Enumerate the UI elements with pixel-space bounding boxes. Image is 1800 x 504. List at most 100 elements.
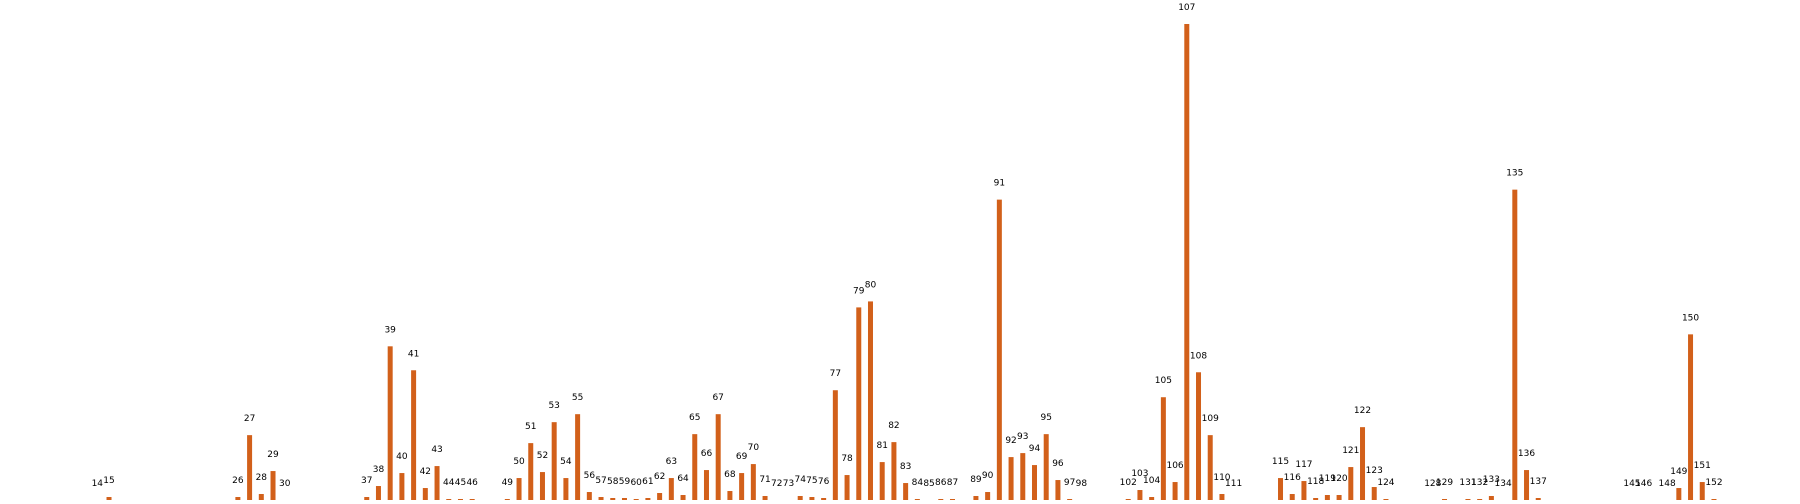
bars-layer <box>106 24 1717 500</box>
data-label-106: 106 <box>1166 461 1183 471</box>
data-label-119: 119 <box>1319 474 1336 484</box>
data-label-78: 78 <box>841 454 853 464</box>
bar-28 <box>258 494 264 500</box>
data-label-55: 55 <box>572 393 583 403</box>
data-label-87: 87 <box>947 478 958 488</box>
data-label-58: 58 <box>607 477 619 487</box>
data-label-38: 38 <box>373 465 385 475</box>
bar-149 <box>1676 488 1682 500</box>
data-label-92: 92 <box>1005 436 1016 446</box>
data-label-67: 67 <box>712 393 723 403</box>
bar-96 <box>1055 480 1061 500</box>
data-label-107: 107 <box>1178 3 1195 13</box>
bar-121 <box>1348 467 1354 500</box>
bar-61 <box>645 498 651 500</box>
bar-42 <box>422 488 428 500</box>
data-label-26: 26 <box>232 476 244 486</box>
data-label-40: 40 <box>396 452 408 462</box>
data-label-65: 65 <box>689 413 700 423</box>
bar-94 <box>1032 465 1037 500</box>
bar-52 <box>539 472 545 500</box>
data-label-46: 46 <box>466 478 478 488</box>
bar-56 <box>586 492 592 500</box>
data-label-94: 94 <box>1029 444 1041 454</box>
data-label-64: 64 <box>677 474 689 484</box>
bar-151 <box>1699 482 1705 500</box>
data-label-56: 56 <box>584 471 596 481</box>
data-label-137: 137 <box>1530 477 1547 487</box>
bar-135 <box>1512 189 1518 500</box>
bar-70 <box>750 464 756 500</box>
bar-62 <box>657 493 663 500</box>
bar-105 <box>1160 397 1166 500</box>
bar-117 <box>1301 481 1307 500</box>
data-label-81: 81 <box>876 441 887 451</box>
data-label-95: 95 <box>1040 413 1051 423</box>
data-label-71: 71 <box>759 475 770 485</box>
data-label-133: 133 <box>1483 475 1500 485</box>
data-label-79: 79 <box>853 286 865 296</box>
bar-29 <box>270 471 276 500</box>
bar-136 <box>1524 470 1530 500</box>
bar-150 <box>1688 334 1694 500</box>
bar-40 <box>399 473 405 500</box>
data-label-96: 96 <box>1052 459 1064 469</box>
data-label-89: 89 <box>970 475 982 485</box>
data-label-70: 70 <box>748 443 760 453</box>
bar-38 <box>375 486 381 500</box>
bar-109 <box>1207 435 1213 500</box>
bar-79 <box>856 307 862 500</box>
data-label-43: 43 <box>431 445 442 455</box>
data-label-84: 84 <box>912 478 924 488</box>
data-label-66: 66 <box>701 449 713 459</box>
data-label-54: 54 <box>560 457 572 467</box>
bar-110 <box>1219 494 1225 500</box>
data-label-150: 150 <box>1682 313 1699 323</box>
bar-83 <box>903 483 909 500</box>
data-label-15: 15 <box>103 476 114 486</box>
bar-71 <box>762 496 768 500</box>
data-label-104: 104 <box>1143 476 1160 486</box>
data-label-57: 57 <box>595 476 606 486</box>
data-label-63: 63 <box>666 457 677 467</box>
data-label-91: 91 <box>994 179 1005 189</box>
data-label-29: 29 <box>267 450 279 460</box>
data-label-45: 45 <box>455 478 466 488</box>
data-label-123: 123 <box>1366 466 1383 476</box>
data-label-115: 115 <box>1272 457 1289 467</box>
bar-120 <box>1336 495 1342 500</box>
data-label-42: 42 <box>420 467 431 477</box>
bar-104 <box>1149 497 1155 500</box>
bar-80 <box>867 301 873 500</box>
bar-51 <box>528 443 534 500</box>
bar-106 <box>1172 482 1178 500</box>
data-label-121: 121 <box>1342 446 1359 456</box>
data-label-59: 59 <box>619 477 631 487</box>
bar-116 <box>1289 494 1295 500</box>
bar-53 <box>551 422 557 500</box>
data-label-151: 151 <box>1694 461 1711 471</box>
data-label-53: 53 <box>548 401 559 411</box>
data-label-105: 105 <box>1155 376 1172 386</box>
data-label-72: 72 <box>771 479 782 489</box>
bar-54 <box>563 478 569 500</box>
bar-119 <box>1324 495 1330 500</box>
data-label-73: 73 <box>783 479 794 489</box>
data-label-82: 82 <box>888 421 899 431</box>
data-label-51: 51 <box>525 422 536 432</box>
bar-75 <box>809 497 815 500</box>
bar-91 <box>996 199 1002 500</box>
data-label-128: 128 <box>1424 479 1441 489</box>
data-label-52: 52 <box>537 451 548 461</box>
bar-67 <box>715 414 721 500</box>
bar-15 <box>106 497 112 500</box>
bar-122 <box>1360 427 1366 500</box>
bar-133 <box>1488 496 1494 500</box>
bar-39 <box>387 346 393 500</box>
bar-107 <box>1184 24 1190 500</box>
bar-95 <box>1043 434 1049 500</box>
data-label-74: 74 <box>794 475 806 485</box>
